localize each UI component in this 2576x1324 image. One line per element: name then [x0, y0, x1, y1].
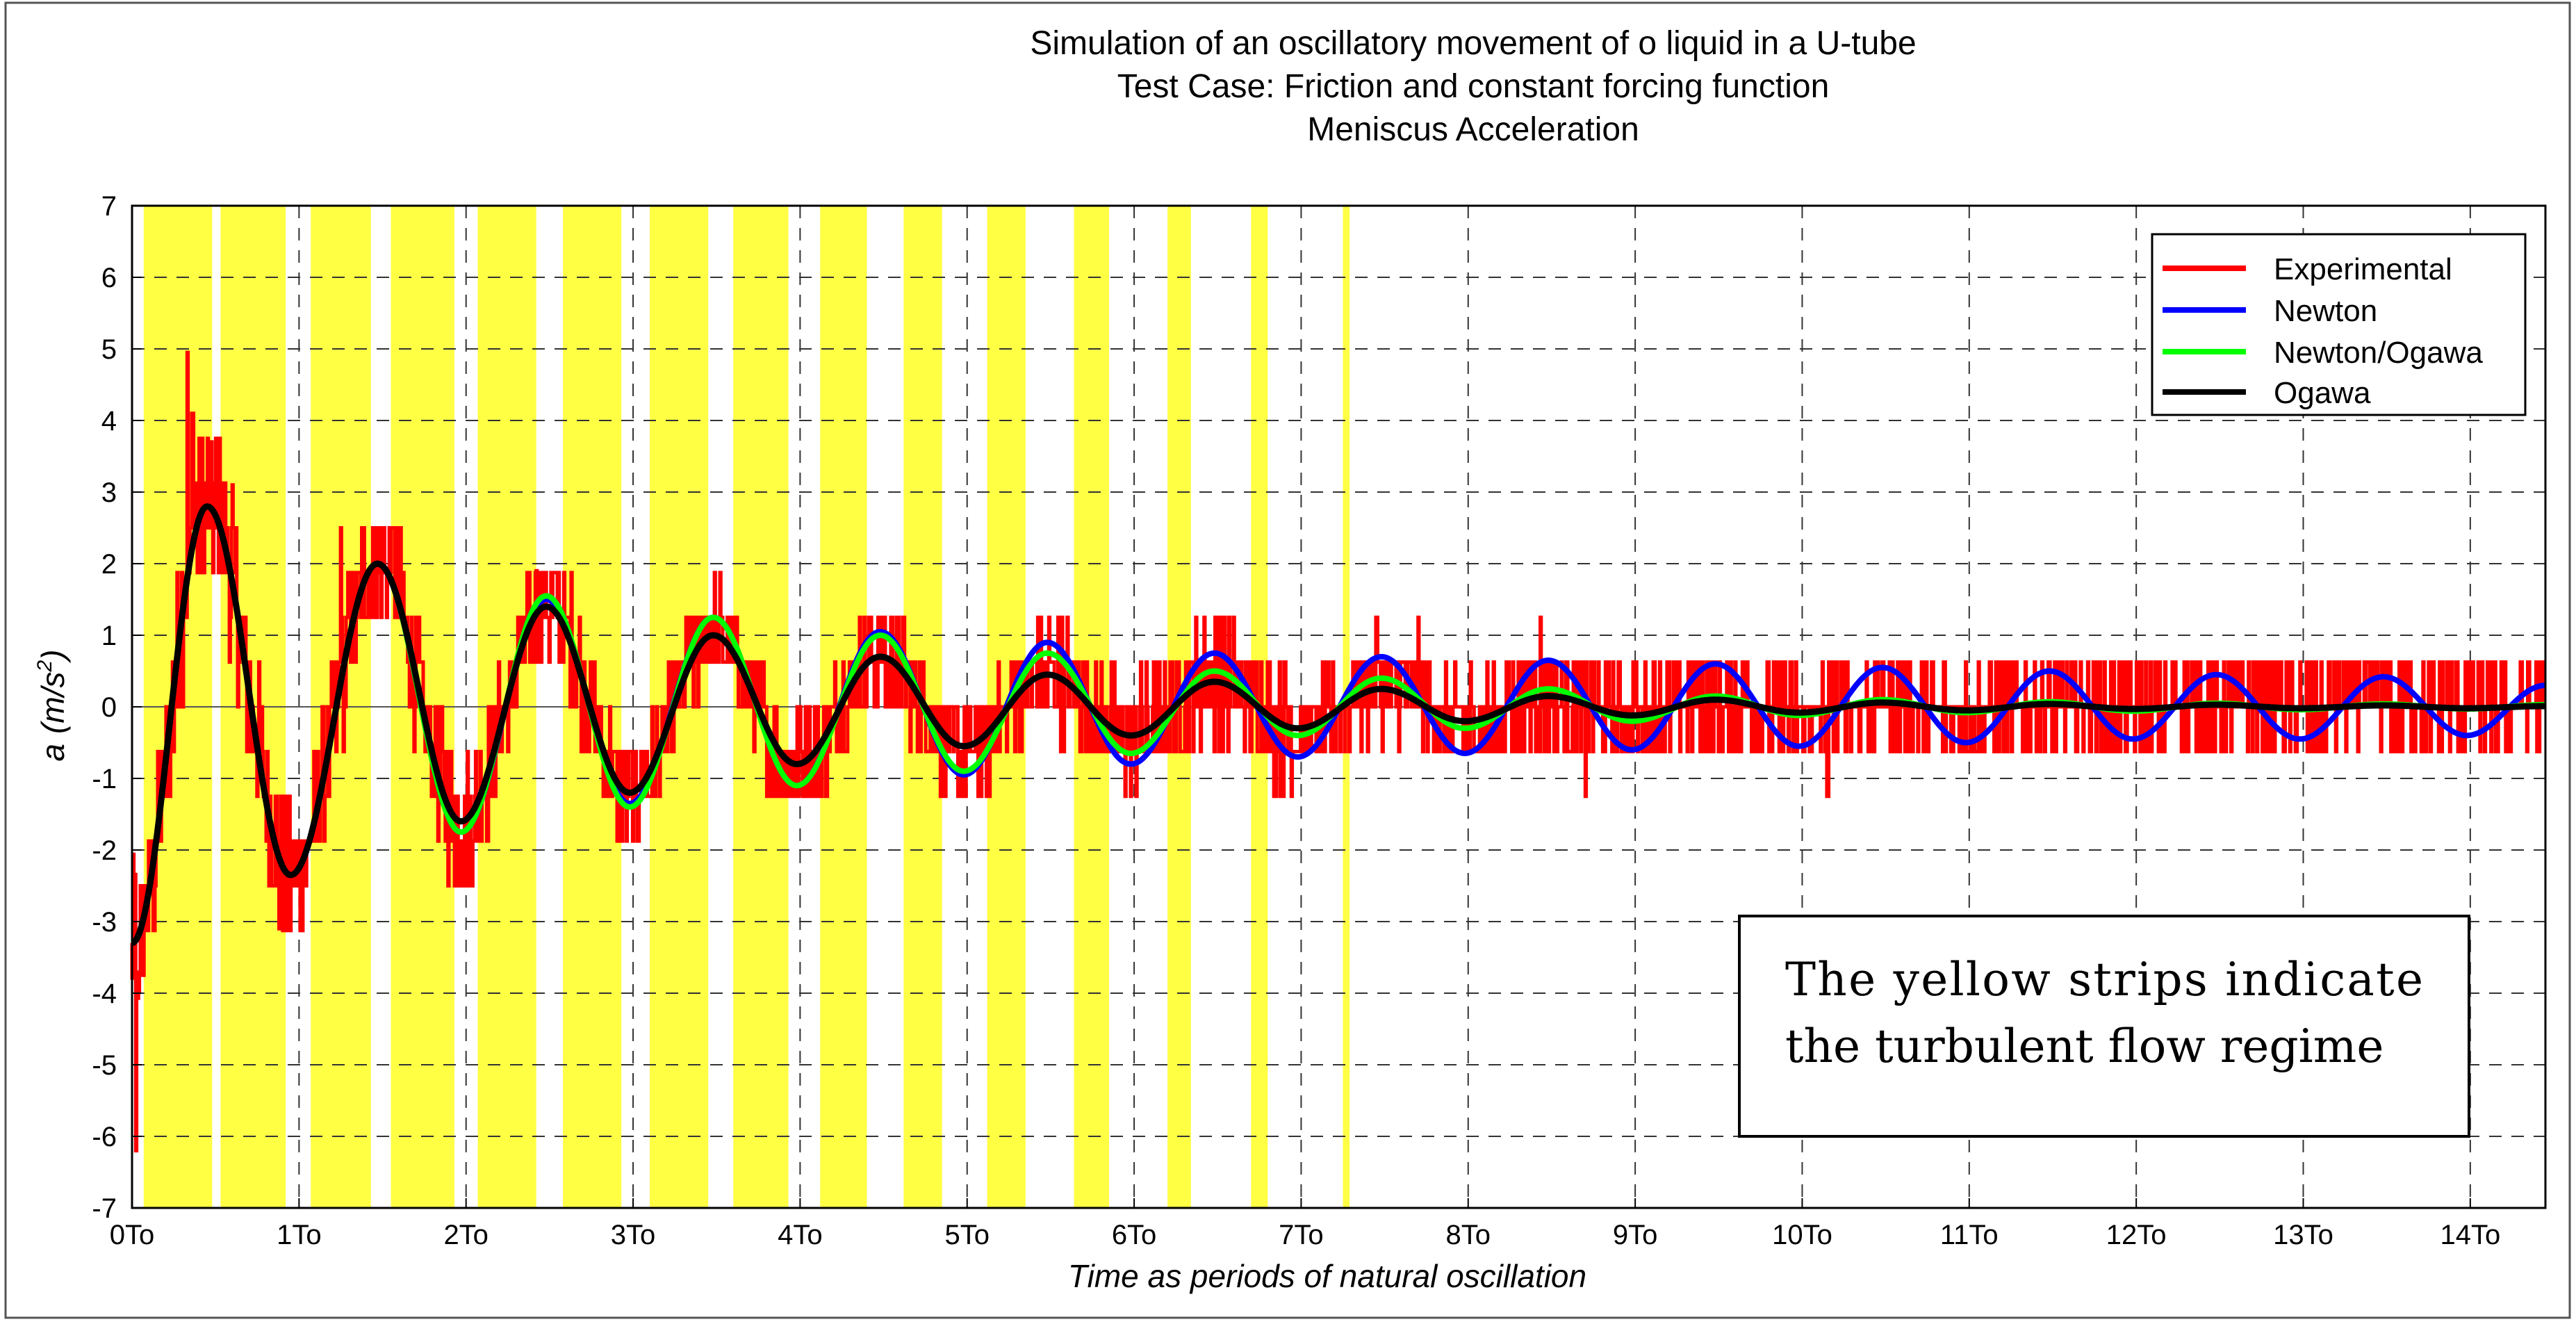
x-tick-label: 11To [1940, 1220, 1999, 1250]
x-tick-label: 8To [1446, 1220, 1491, 1250]
legend: Experimental Newton Newton/Ogawa Ogawa [2151, 233, 2527, 416]
chart-title-line-1: Simulation of an oscillatory movement of… [1030, 25, 1916, 62]
y-tick-label: -7 [92, 1193, 117, 1224]
x-tick-label: 12To [2106, 1220, 2167, 1250]
legend-label-experimental: Experimental [2274, 252, 2452, 286]
legend-label-ogawa: Ogawa [2274, 376, 2371, 410]
annotation-line-1: The yellow strips indicate [1785, 953, 2423, 1006]
y-tick-label: -1 [92, 764, 117, 794]
legend-label-newton-ogawa: Newton/Ogawa [2274, 336, 2483, 370]
annotation-box [1738, 915, 2470, 1138]
series-line-experimental [130, 350, 2545, 1153]
legend-label-newton: Newton [2274, 294, 2377, 328]
y-tick-label: 3 [101, 477, 117, 508]
y-tick-label: -2 [92, 835, 117, 866]
y-axis-label-unit: (m/s [35, 672, 71, 734]
series-line-ogawa [130, 503, 2548, 947]
y-tick-label: 4 [101, 406, 117, 436]
x-tick-label: 3To [611, 1220, 656, 1250]
y-axis-label-exponent: 2 [33, 660, 56, 673]
y-tick-label: -6 [92, 1122, 117, 1152]
y-tick-label: 6 [101, 263, 117, 293]
y-axis-label-symbol: a [35, 744, 71, 762]
x-tick-label: 7To [1279, 1220, 1324, 1250]
y-tick-label: 5 [101, 334, 117, 365]
chart-title-line-2: Test Case: Friction and constant forcing… [1117, 68, 1830, 105]
chart-title-line-3: Meniscus Acceleration [1307, 111, 1639, 148]
x-tick-label: 14To [2440, 1220, 2500, 1250]
x-tick-label: 1To [277, 1220, 322, 1250]
annotation-line-2: the turbulent flow regime [1785, 1020, 2384, 1073]
x-axis: 0To 1To 2To 3To 4To 5To 6To 7To 8To 9To 10To 11To 12… [110, 1198, 2500, 1250]
y-axis-label: a (m/s2) [33, 649, 71, 761]
x-tick-label: 5To [944, 1220, 990, 1250]
y-tick-label: 2 [101, 549, 117, 580]
y-axis: 7 6 5 4 3 2 1 0 -1 -2 -3 -4 -5 -6 -7 [92, 191, 142, 1224]
y-tick-label: -4 [92, 979, 117, 1009]
legend-box [2151, 233, 2527, 416]
y-tick-label: 1 [101, 621, 117, 651]
y-tick-label: 0 [101, 692, 117, 723]
x-tick-label: 0To [110, 1220, 155, 1250]
x-tick-label: 10To [1772, 1220, 1832, 1250]
y-axis-label-close: ) [35, 649, 71, 663]
x-tick-label: 13To [2273, 1220, 2333, 1250]
y-tick-label: -5 [92, 1050, 117, 1081]
x-tick-label: 4To [778, 1220, 823, 1250]
x-tick-label: 6To [1112, 1220, 1157, 1250]
x-tick-label: 9To [1613, 1220, 1658, 1250]
y-tick-label: -3 [92, 907, 117, 938]
x-axis-label: Time as periods of natural oscillation [1068, 1258, 1586, 1294]
y-tick-label: 7 [101, 191, 117, 222]
annotation: The yellow strips indicate the turbulent… [1738, 915, 2470, 1138]
x-tick-label: 2To [443, 1220, 489, 1250]
series-group [130, 350, 2548, 1153]
